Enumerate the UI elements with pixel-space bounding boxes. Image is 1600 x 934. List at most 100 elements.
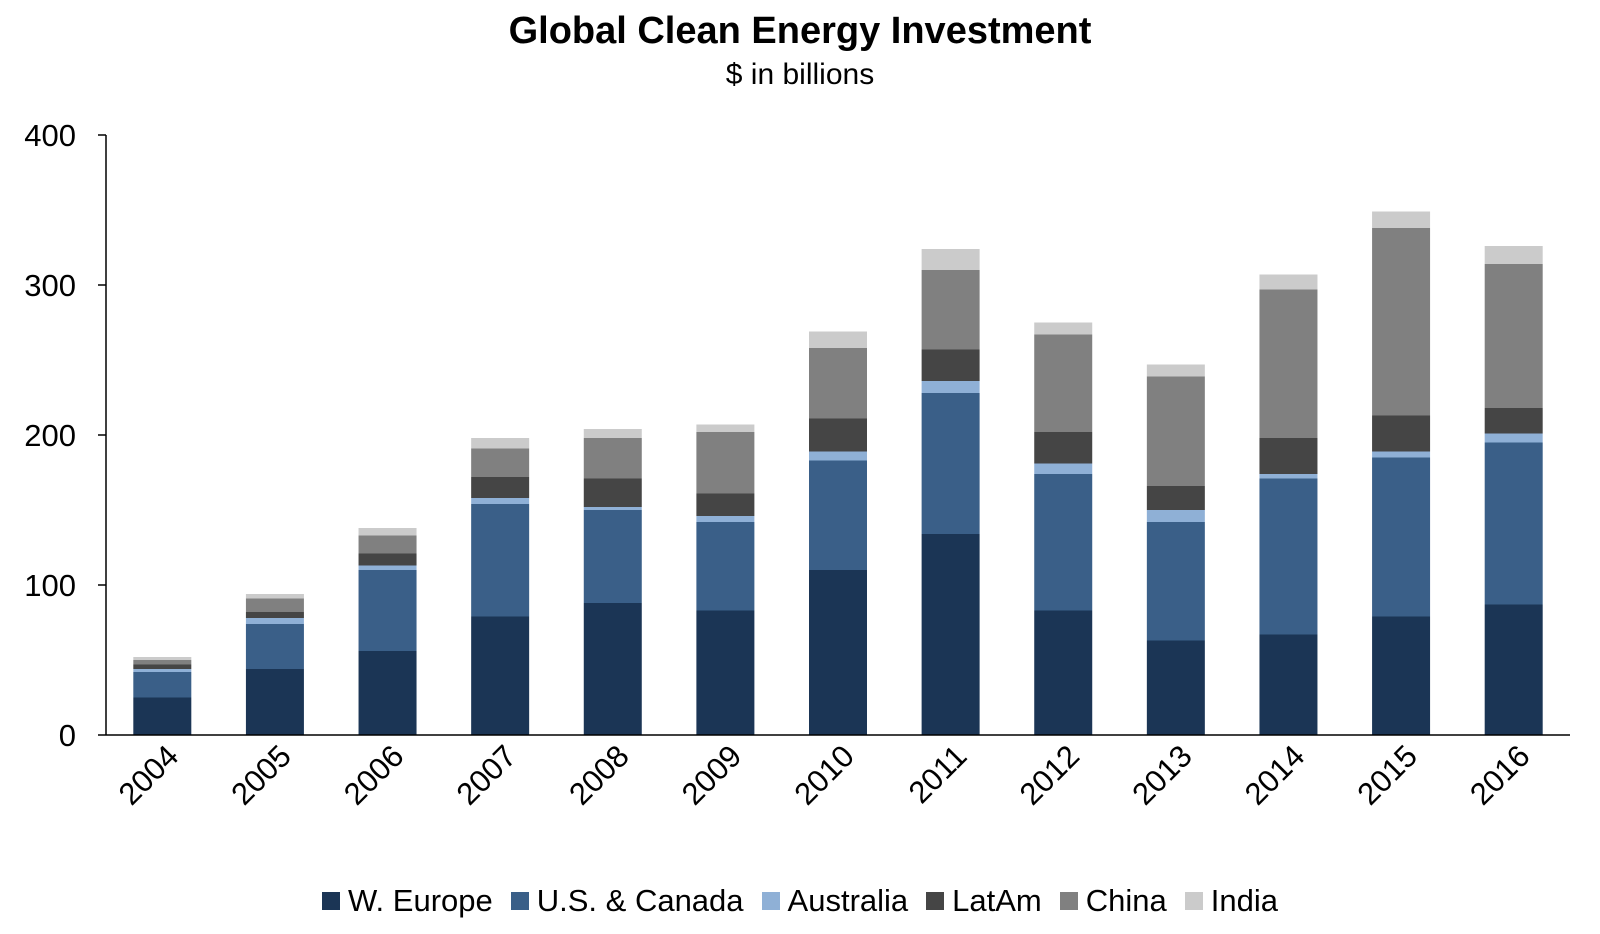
bar-segment-2016-latam [1484,408,1543,434]
bar-segment-2011-w-europe [921,534,980,735]
x-tick-label: 2011 [902,738,974,810]
bar-segment-2016-india [1484,246,1543,264]
bar-segment-2013-latam [1146,486,1205,510]
bar-segment-2016-china [1484,264,1543,408]
x-tick-label: 2016 [1463,738,1537,812]
bar-segment-2013-w-europe [1146,640,1205,735]
legend-item: U.S. & Canada [510,883,744,919]
bar-segment-2008-china [583,438,642,479]
bar-segment-2015-china [1372,228,1431,416]
bar-segment-2006-u-s-canada [358,570,417,651]
chart-subtitle: $ in billions [725,58,875,91]
x-tick-label: 2007 [450,738,524,812]
bar-segment-2007-australia [471,498,530,504]
bar-segment-2016-w-europe [1484,604,1543,735]
legend-label: LatAm [952,883,1042,918]
bar-segment-2013-china [1146,376,1205,486]
legend-item: India [1184,883,1278,919]
bar-segment-2012-australia [1034,463,1093,474]
bar-segment-2007-latam [471,477,530,498]
y-tick-label: 100 [24,568,76,603]
bar-segment-2010-australia [809,451,867,461]
bar-segment-2008-india [583,429,642,438]
y-tick-label: 300 [24,268,76,303]
x-axis-labels: 2004 2005 2006 2007 2008 2009 2010 2011 2012 2013… [112,738,1537,812]
bar-segment-2007-w-europe [471,616,530,735]
bar-segment-2004-latam [133,664,192,669]
bar-segment-2004-australia [133,669,192,672]
bar-segment-2012-india [1034,322,1093,335]
bar-segment-2005-india [245,594,304,599]
bar-segment-2012-china [1034,334,1093,432]
bar-segment-2010-latam [809,418,867,452]
bar-segment-2010-w-europe [809,570,867,735]
bar-segment-2005-latam [245,612,304,618]
legend-label: India [1210,883,1278,918]
bar-segment-2004-china [133,660,192,665]
x-tick-label: 2012 [1013,738,1087,812]
bar-segment-2015-australia [1372,451,1431,458]
legend-swatch [1059,892,1078,910]
legend-item: China [1059,883,1167,919]
bar-segment-2014-australia [1259,474,1318,479]
bar-segment-2013-u-s-canada [1146,522,1205,641]
bar-segment-2009-w-europe [696,610,755,735]
legend-swatch [926,892,945,910]
x-tick-label: 2006 [337,738,411,812]
legend-swatch [1184,892,1203,910]
bar-segment-2015-w-europe [1372,616,1431,735]
bar-segment-2008-latam [583,478,642,507]
x-tick-label: 2013 [1125,738,1199,812]
legend-swatch [761,892,780,910]
legend-label: U.S. & Canada [536,883,744,918]
legend-label: China [1085,883,1167,918]
bar-segment-2011-latam [921,349,980,381]
bar-segment-2015-india [1372,211,1431,228]
bar-segment-2005-w-europe [245,669,304,735]
bar-segment-2007-u-s-canada [471,504,530,617]
bar-segment-2015-latam [1372,415,1431,452]
x-tick-label: 2010 [787,738,861,812]
legend-item: Australia [761,883,909,919]
bar-segment-2009-australia [696,516,755,522]
bar-segment-2012-latam [1034,432,1093,464]
bar-segment-2007-india [471,438,530,449]
bar-segment-2013-india [1146,364,1205,377]
bar-segment-2006-india [358,528,417,536]
bar-segment-2005-u-s-canada [245,624,304,669]
bar-segment-2010-u-s-canada [809,460,867,570]
x-tick-label: 2014 [1238,738,1312,812]
bar-segment-2011-india [921,249,980,270]
bar-segment-2009-india [696,424,755,432]
bar-segment-2004-u-s-canada [133,672,192,698]
bar-segment-2014-india [1259,274,1318,290]
bar-segment-2006-latam [358,553,417,566]
y-tick-label: 0 [59,718,76,753]
bar-segment-2011-u-s-canada [921,393,980,534]
bar-segment-2009-u-s-canada [696,522,755,611]
legend-item: LatAm [926,883,1042,919]
bar-segment-2008-australia [583,507,642,510]
bar-segment-2016-australia [1484,433,1543,443]
legend-item: W. Europe [322,883,493,919]
legend-swatch [510,892,529,910]
bar-segment-2011-australia [921,381,980,393]
legend-label: Australia [787,883,909,918]
bar-segment-2004-w-europe [133,697,192,735]
bar-segment-2009-china [696,432,755,494]
bars [133,211,1543,735]
bar-segment-2006-china [358,535,417,554]
bar-segment-2014-china [1259,289,1318,438]
x-tick-label: 2015 [1351,738,1425,812]
bar-segment-2007-china [471,448,530,477]
y-axis-ticks: 0 100 200 300 400 [24,118,106,753]
x-tick-label: 2005 [224,738,298,812]
bar-segment-2008-w-europe [583,603,642,735]
y-tick-label: 400 [24,118,76,153]
bar-segment-2008-u-s-canada [583,510,642,603]
bar-segment-2014-w-europe [1259,634,1318,735]
axes [105,135,1570,736]
legend-swatch [322,892,340,910]
bar-segment-2015-u-s-canada [1372,457,1431,617]
